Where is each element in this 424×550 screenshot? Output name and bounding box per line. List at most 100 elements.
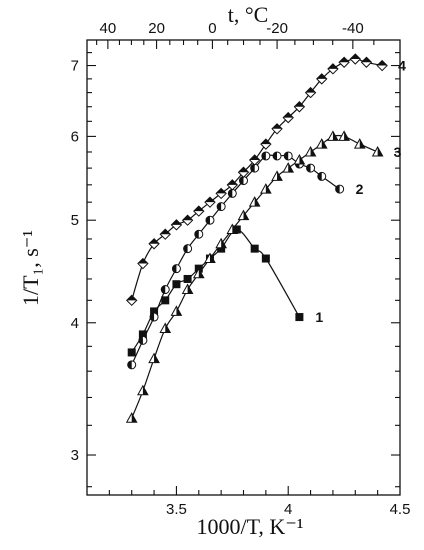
diamond-fill bbox=[182, 215, 193, 221]
series-3-label: 3 bbox=[394, 144, 402, 160]
series-4-point bbox=[237, 166, 250, 178]
series-4-point bbox=[349, 53, 361, 65]
series-1-point bbox=[138, 330, 147, 339]
series-3-point bbox=[137, 384, 149, 396]
triangle-fill bbox=[165, 323, 171, 333]
triangle-fill bbox=[154, 353, 160, 363]
triangle-fill bbox=[187, 284, 193, 294]
diamond-fill bbox=[137, 258, 148, 264]
series-2-point bbox=[205, 215, 215, 225]
series-4-point bbox=[215, 187, 227, 200]
series-3-point bbox=[125, 412, 138, 423]
half-circle-fill bbox=[217, 202, 222, 211]
diamond-fill bbox=[193, 206, 204, 212]
half-circle-fill bbox=[205, 216, 210, 225]
half-circle-fill bbox=[194, 230, 199, 239]
diamond-fill bbox=[238, 167, 249, 173]
series-2-point bbox=[317, 171, 327, 181]
series-labels: 1 2 3 4 bbox=[315, 58, 406, 326]
series-1-point bbox=[261, 254, 270, 263]
triangle-fill bbox=[310, 146, 316, 156]
series-3-point bbox=[315, 138, 328, 149]
series-4-label: 4 bbox=[398, 58, 406, 74]
series-4-point bbox=[338, 56, 350, 68]
triangle-fill bbox=[142, 385, 148, 395]
triangle-fill bbox=[299, 154, 305, 164]
series-4-point bbox=[316, 73, 328, 85]
series-4-point bbox=[271, 123, 283, 135]
diamond-fill bbox=[294, 101, 305, 107]
diamond-fill bbox=[316, 73, 327, 79]
triangle-fill bbox=[377, 146, 383, 156]
diamond-fill bbox=[216, 188, 227, 194]
series-2-point bbox=[149, 312, 159, 322]
top-tick-label: 0 bbox=[208, 20, 216, 37]
triangle-fill bbox=[198, 268, 204, 278]
series-3-point bbox=[148, 352, 160, 364]
axis-ticks: 3.5 4 4.5 3 4 5 6 7 40 20 0 -20 -40 bbox=[71, 20, 411, 518]
half-circle-fill bbox=[306, 164, 311, 173]
series-1-label: 1 bbox=[315, 309, 323, 325]
triangle-fill bbox=[265, 184, 271, 194]
triangle-fill bbox=[359, 139, 365, 149]
diamond-fill bbox=[272, 123, 283, 129]
series-4-point bbox=[148, 238, 160, 250]
series-2-point bbox=[160, 285, 170, 295]
diamond-fill bbox=[160, 229, 171, 235]
half-circle-fill bbox=[284, 151, 289, 160]
series-4-point bbox=[159, 228, 171, 240]
series-2-point bbox=[227, 188, 237, 198]
series-3-point bbox=[159, 322, 172, 334]
series-4-point bbox=[376, 59, 388, 72]
series-4-point bbox=[170, 219, 183, 231]
series-2-point bbox=[335, 184, 345, 194]
series-3-point bbox=[192, 267, 205, 279]
y-tick-label: 6 bbox=[71, 128, 79, 145]
series-3-point bbox=[215, 237, 227, 249]
series-1-point bbox=[250, 244, 259, 253]
half-circle-fill bbox=[138, 336, 143, 345]
half-circle-fill bbox=[250, 164, 255, 173]
half-circle-fill bbox=[317, 172, 322, 181]
triangle-fill bbox=[288, 163, 294, 173]
series-4-point bbox=[304, 86, 317, 99]
series-4-point bbox=[181, 214, 194, 226]
half-circle-fill bbox=[335, 185, 340, 194]
series-2-point bbox=[261, 151, 271, 161]
series-3-point bbox=[226, 223, 239, 234]
diamond-fill bbox=[171, 219, 182, 225]
triangle-fill bbox=[209, 253, 215, 263]
series-3-point bbox=[371, 145, 384, 157]
diamond-fill bbox=[204, 197, 215, 203]
series-1-point bbox=[127, 348, 136, 357]
diamond-fill bbox=[126, 295, 137, 301]
series-4-point bbox=[226, 179, 239, 191]
series-4-point bbox=[126, 294, 138, 307]
diamond-fill bbox=[339, 57, 350, 63]
series-2-point bbox=[183, 244, 193, 254]
y-axis-title: 1/T₁, s⁻¹ bbox=[18, 230, 43, 306]
triangle-fill bbox=[232, 224, 238, 234]
series-3-point bbox=[260, 183, 272, 194]
half-circle-fill bbox=[273, 151, 278, 160]
y-tick-label: 3 bbox=[71, 447, 79, 464]
series-1-point bbox=[150, 307, 159, 316]
triangle-fill bbox=[332, 131, 338, 141]
series-3-point bbox=[237, 209, 250, 221]
triangle-fill bbox=[131, 413, 137, 423]
x-tick-label: 3.5 bbox=[166, 501, 187, 518]
series-4-point bbox=[360, 56, 373, 68]
series-2-point bbox=[272, 151, 282, 161]
diamond-fill bbox=[361, 57, 372, 63]
diamond-fill bbox=[283, 112, 294, 118]
diamond-fill bbox=[260, 139, 271, 145]
series-2-point bbox=[138, 335, 148, 345]
diamond-fill bbox=[149, 238, 160, 244]
series-3-point bbox=[204, 252, 216, 264]
series-3-point bbox=[282, 162, 295, 173]
series-1-point bbox=[217, 244, 226, 253]
series-2-point bbox=[171, 264, 181, 274]
top-tick-label: -40 bbox=[342, 20, 364, 37]
triangle-fill bbox=[176, 306, 182, 316]
